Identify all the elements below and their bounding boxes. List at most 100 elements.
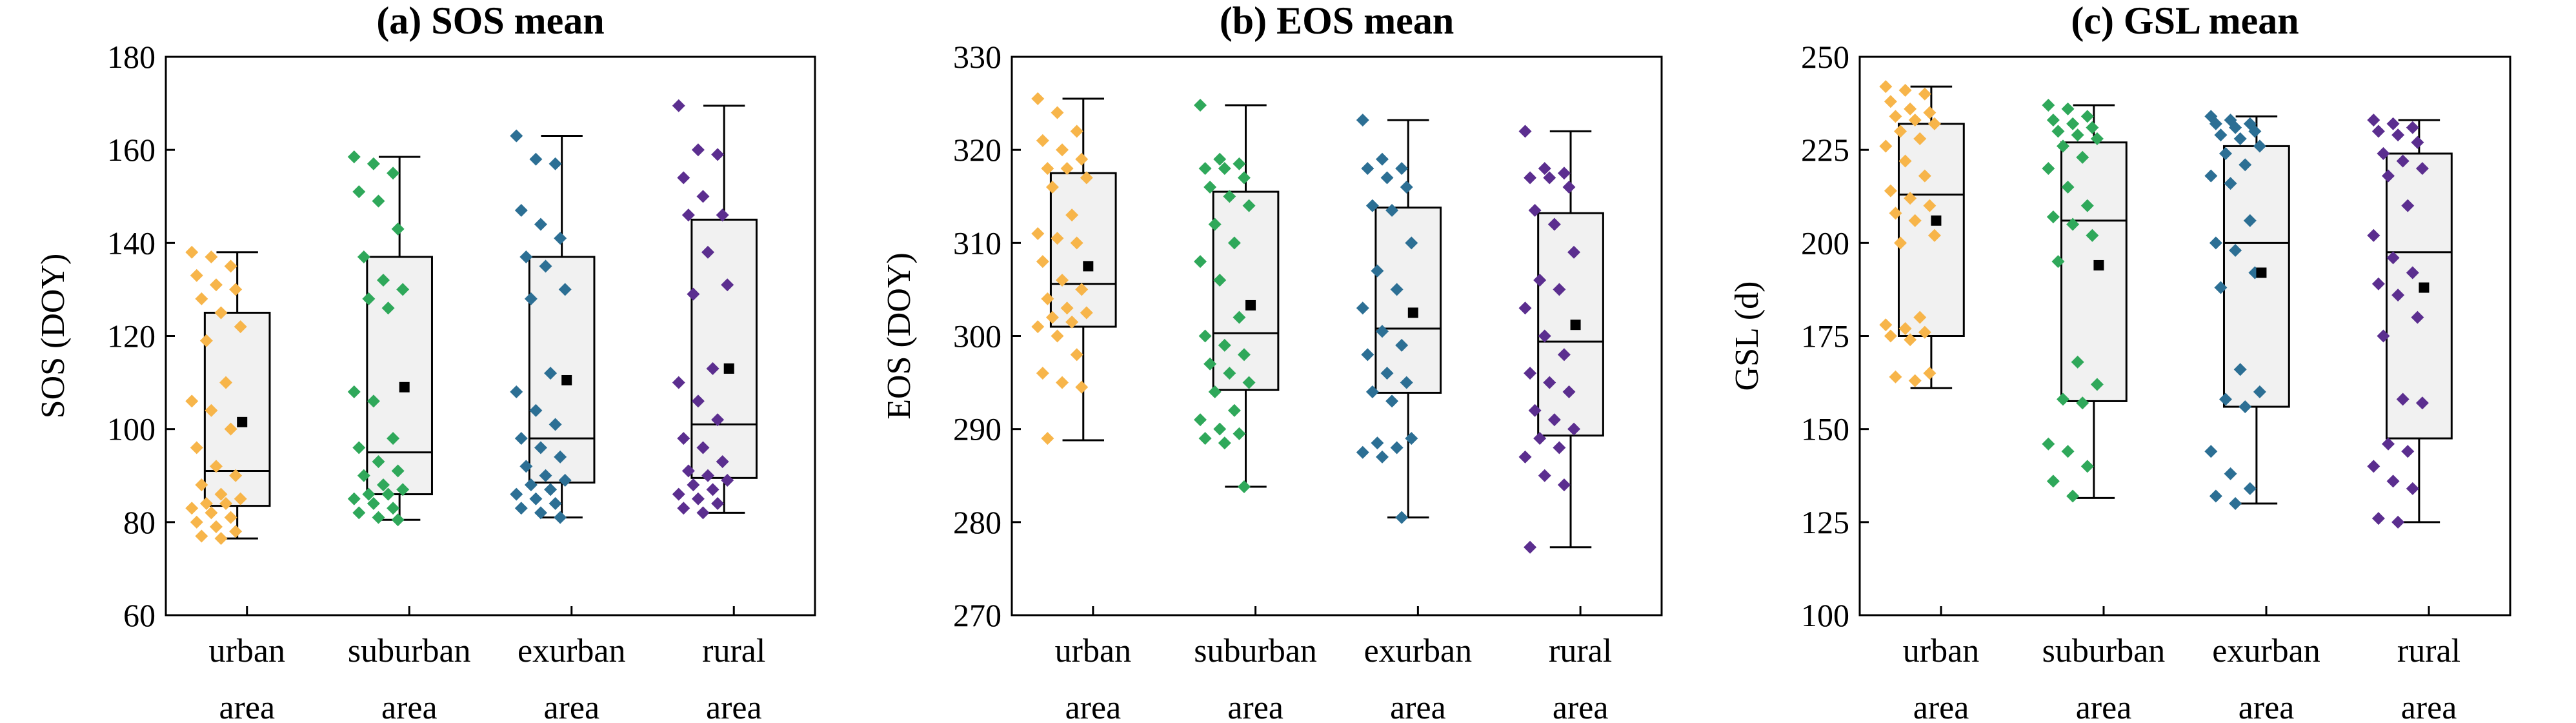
- data-point: [1898, 83, 1912, 97]
- data-point: [1395, 511, 1409, 524]
- x-tick-label: area: [1227, 689, 1283, 723]
- data-point: [391, 222, 405, 236]
- data-point: [1918, 169, 1931, 183]
- mean-marker: [2419, 282, 2430, 293]
- data-point: [2243, 214, 2257, 227]
- data-point: [687, 478, 700, 492]
- x-tick-label: area: [1390, 689, 1446, 723]
- y-tick-label: 330: [953, 39, 1001, 75]
- data-point: [1547, 218, 1561, 231]
- y-tick-label: 140: [107, 225, 156, 261]
- data-point: [1884, 329, 1897, 343]
- data-point: [1233, 157, 1246, 170]
- data-point: [1913, 311, 1927, 324]
- mean-marker: [723, 363, 734, 374]
- data-point: [2214, 128, 2228, 142]
- data-point: [387, 432, 400, 445]
- data-point: [1238, 171, 1251, 185]
- data-point: [2248, 125, 2262, 138]
- data-point: [185, 245, 199, 259]
- mean-marker: [1083, 261, 1094, 272]
- data-point: [1223, 190, 1236, 203]
- data-point: [1036, 134, 1049, 147]
- data-point: [1908, 374, 1922, 387]
- data-point: [510, 129, 523, 143]
- data-point: [367, 394, 380, 408]
- x-tick-label: area: [1065, 689, 1122, 723]
- data-point: [1213, 152, 1227, 166]
- data-point: [2224, 467, 2237, 480]
- y-tick-label: 160: [107, 132, 156, 168]
- data-point: [362, 487, 376, 501]
- data-point: [2080, 460, 2094, 473]
- y-tick-label: 200: [1801, 225, 1849, 261]
- data-point: [510, 487, 523, 501]
- data-point: [687, 287, 700, 301]
- data-point: [357, 469, 370, 482]
- data-point: [387, 167, 400, 180]
- data-point: [185, 502, 199, 515]
- data-point: [1918, 87, 1931, 101]
- box-iqr: [1049, 172, 1117, 328]
- data-point: [2239, 158, 2252, 172]
- data-point: [1056, 143, 1069, 157]
- data-point: [2066, 489, 2080, 503]
- mean-marker: [1570, 320, 1581, 331]
- x-tick-label: exurban: [518, 633, 625, 669]
- data-point: [372, 455, 385, 469]
- data-point: [1884, 184, 1897, 198]
- data-point: [2401, 199, 2415, 212]
- data-point: [2406, 482, 2419, 495]
- data-point: [381, 487, 395, 501]
- y-axis-label: SOS (DOY): [35, 254, 72, 419]
- data-point: [1400, 376, 1413, 389]
- data-point: [681, 464, 695, 478]
- data-point: [190, 269, 203, 282]
- data-point: [1557, 348, 1571, 362]
- data-point: [1380, 171, 1394, 185]
- data-point: [1889, 207, 1902, 220]
- data-point: [205, 506, 218, 520]
- data-point: [1380, 367, 1394, 380]
- x-tick-label: rural: [1549, 633, 1612, 669]
- box-iqr: [690, 218, 758, 479]
- data-point: [1045, 311, 1059, 324]
- data-point: [696, 441, 710, 454]
- data-point: [352, 185, 366, 199]
- data-point: [1533, 274, 1547, 287]
- data-point: [558, 283, 572, 296]
- data-point: [209, 460, 223, 473]
- data-point: [721, 278, 734, 292]
- data-point: [2214, 281, 2228, 294]
- x-tick-label: area: [706, 689, 762, 723]
- data-point: [1918, 325, 1931, 339]
- data-point: [2371, 125, 2385, 138]
- data-point: [224, 511, 237, 524]
- data-point: [558, 473, 572, 487]
- data-point: [1400, 180, 1413, 194]
- data-point: [1070, 236, 1083, 250]
- data-point: [514, 502, 528, 515]
- data-point: [721, 473, 734, 487]
- data-point: [352, 506, 366, 520]
- y-tick-label: 60: [123, 597, 156, 633]
- data-point: [224, 260, 237, 273]
- data-point: [2042, 162, 2055, 175]
- data-point: [1242, 376, 1256, 389]
- data-point: [1524, 540, 1537, 554]
- data-point: [2415, 162, 2429, 175]
- data-point: [391, 464, 405, 478]
- data-point: [2042, 437, 2055, 451]
- data-point: [1075, 380, 1089, 394]
- x-tick-label: area: [1553, 689, 1609, 723]
- data-point: [2229, 497, 2242, 510]
- data-point: [1208, 385, 1222, 398]
- data-point: [1051, 329, 1064, 343]
- data-point: [1065, 209, 1079, 222]
- data-point: [1031, 227, 1045, 240]
- data-point: [2386, 474, 2400, 488]
- data-point: [1213, 274, 1227, 287]
- data-point: [1884, 95, 1897, 108]
- data-point: [1203, 180, 1217, 194]
- data-point: [534, 218, 547, 231]
